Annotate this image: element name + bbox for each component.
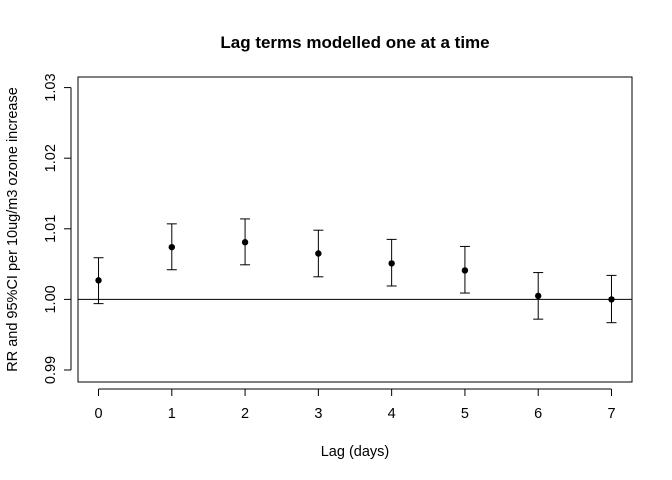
y-tick-label: 1.00 (43, 285, 59, 313)
chart-title: Lag terms modelled one at a time (220, 33, 489, 52)
x-tick-label: 3 (314, 406, 322, 422)
x-tick-label: 6 (534, 406, 542, 422)
y-tick-label: 1.01 (43, 215, 59, 243)
y-tick-label: 1.02 (43, 144, 59, 172)
x-axis-label: Lag (days) (321, 444, 390, 460)
x-tick-label: 0 (94, 406, 102, 422)
data-point (95, 277, 102, 284)
data-point (168, 243, 175, 251)
x-tick-label: 5 (461, 406, 469, 422)
x-tick-label: 1 (168, 406, 176, 422)
x-tick-label: 2 (241, 406, 249, 422)
x-tick-label: 7 (607, 406, 615, 422)
data-point (241, 239, 249, 246)
x-axis: 0 1 2 3 4 5 6 7 (94, 388, 616, 422)
data-point (315, 250, 322, 257)
y-axis-label: RR and 95%CI per 10ug/m3 ozone increase (5, 87, 21, 372)
plot-frame (77, 76, 633, 383)
data-point (535, 292, 542, 300)
y-tick-label: 0.99 (43, 356, 59, 384)
data-point (461, 267, 469, 274)
x-tick-label: 4 (388, 406, 396, 422)
y-tick-label: 1.03 (43, 73, 59, 101)
y-axis: 0.99 1.00 1.01 1.02 1.03 (43, 73, 72, 384)
data-point (388, 260, 395, 267)
data-marks (93, 218, 617, 324)
data-point (608, 296, 615, 303)
